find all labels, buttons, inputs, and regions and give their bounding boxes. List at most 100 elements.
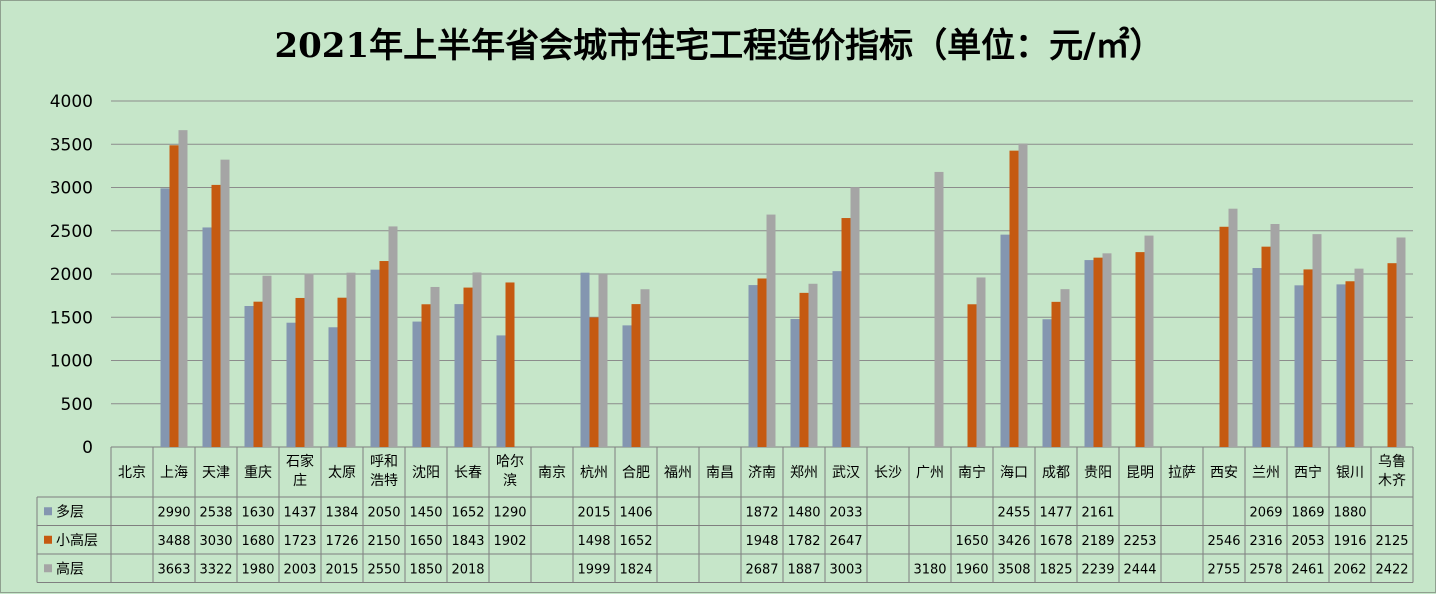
data-label: 1630 — [241, 505, 274, 520]
bar-多层 — [160, 188, 170, 448]
bar-小高层 — [589, 317, 599, 447]
category-label: 银川 — [1336, 465, 1364, 481]
bar-小高层 — [211, 184, 221, 447]
data-label: 1450 — [409, 505, 442, 520]
category-label: 乌鲁 — [1378, 454, 1406, 470]
data-label: 2538 — [199, 505, 232, 520]
category-label: 福州 — [664, 465, 692, 481]
bar-高层 — [934, 171, 944, 447]
bar-高层 — [1270, 224, 1280, 447]
data-label: 2050 — [367, 505, 400, 520]
data-label: 1850 — [409, 562, 442, 577]
bar-多层 — [412, 321, 422, 447]
data-label: 2003 — [283, 562, 316, 577]
data-label: 1872 — [745, 505, 778, 520]
bar-多层 — [244, 306, 254, 447]
data-label: 1880 — [1333, 505, 1366, 520]
data-label: 2161 — [1081, 505, 1114, 520]
data-label: 2422 — [1375, 562, 1408, 577]
bar-高层 — [430, 286, 440, 447]
bar-小高层 — [505, 282, 515, 447]
bar-高层 — [1060, 289, 1070, 447]
bar-多层 — [1252, 268, 1262, 447]
category-label: 广州 — [916, 465, 944, 481]
legend-key-高层 — [44, 564, 52, 573]
bar-多层 — [748, 285, 758, 447]
bar-小高层 — [295, 297, 305, 447]
bar-多层 — [328, 327, 338, 447]
category-label: 木齐 — [1378, 473, 1406, 489]
category-label: 成都 — [1042, 465, 1070, 481]
bar-高层 — [388, 226, 398, 447]
legend-label: 小高层 — [56, 532, 98, 549]
data-label: 3180 — [913, 562, 946, 577]
bar-小高层 — [799, 292, 809, 447]
bar-高层 — [1102, 253, 1112, 447]
data-label: 1477 — [1039, 505, 1072, 520]
bar-高层 — [304, 273, 314, 447]
data-label: 2189 — [1081, 534, 1114, 549]
category-label: 沈阳 — [412, 465, 440, 481]
data-label: 2755 — [1207, 562, 1240, 577]
data-label: 1650 — [955, 534, 988, 549]
data-label: 2461 — [1291, 562, 1324, 577]
bar-多层 — [286, 322, 296, 447]
y-tick-label: 0 — [82, 438, 93, 458]
data-label: 1498 — [577, 534, 610, 549]
data-label: 3030 — [199, 534, 232, 549]
data-label: 2647 — [829, 534, 862, 549]
bar-高层 — [598, 274, 608, 447]
bar-多层 — [832, 271, 842, 447]
bar-小高层 — [1093, 257, 1103, 447]
data-label: 3003 — [829, 562, 862, 577]
category-label: 哈尔 — [496, 454, 524, 470]
data-label: 2253 — [1123, 534, 1156, 549]
legend-label: 多层 — [56, 503, 84, 520]
bar-小高层 — [1261, 246, 1271, 447]
y-tick-label: 500 — [61, 395, 93, 415]
bar-多层 — [202, 227, 212, 447]
data-label: 2444 — [1123, 562, 1156, 577]
category-label: 北京 — [118, 465, 146, 481]
data-label: 3426 — [997, 534, 1030, 549]
bar-高层 — [1228, 208, 1238, 447]
bar-小高层 — [337, 297, 347, 447]
data-label: 1723 — [283, 534, 316, 549]
category-label: 拉萨 — [1168, 465, 1196, 481]
data-label: 1960 — [955, 562, 988, 577]
y-tick-label: 1000 — [50, 352, 93, 372]
bar-多层 — [454, 304, 464, 447]
bar-多层 — [370, 269, 380, 447]
data-label: 3663 — [157, 562, 190, 577]
data-label: 1680 — [241, 534, 274, 549]
bar-小高层 — [463, 287, 473, 447]
data-label: 1437 — [283, 505, 316, 520]
category-label: 兰州 — [1252, 465, 1280, 481]
data-label: 1887 — [787, 562, 820, 577]
category-label: 合肥 — [622, 465, 650, 481]
y-tick-label: 3000 — [50, 179, 93, 199]
bar-小高层 — [1387, 263, 1397, 447]
bar-小高层 — [1303, 269, 1313, 447]
data-label: 2316 — [1249, 534, 1282, 549]
bar-多层 — [1042, 319, 1052, 447]
data-label: 1948 — [745, 534, 778, 549]
category-label: 南京 — [538, 465, 566, 481]
bar-小高层 — [631, 304, 641, 447]
category-label: 济南 — [748, 465, 776, 481]
bar-小高层 — [1009, 150, 1019, 447]
data-label: 1782 — [787, 534, 820, 549]
category-label: 重庆 — [244, 465, 272, 481]
category-label: 呼和 — [370, 454, 398, 470]
bar-高层 — [178, 130, 188, 447]
data-label: 2015 — [325, 562, 358, 577]
y-tick-label: 2000 — [50, 265, 93, 285]
category-label: 滨 — [503, 473, 517, 489]
bar-小高层 — [1219, 226, 1229, 447]
chart-title: 2021年上半年省会城市住宅工程造价指标（单位：元/㎡） — [274, 26, 1163, 66]
data-label: 2053 — [1291, 534, 1324, 549]
bar-高层 — [1354, 268, 1364, 447]
category-label: 上海 — [160, 465, 188, 481]
